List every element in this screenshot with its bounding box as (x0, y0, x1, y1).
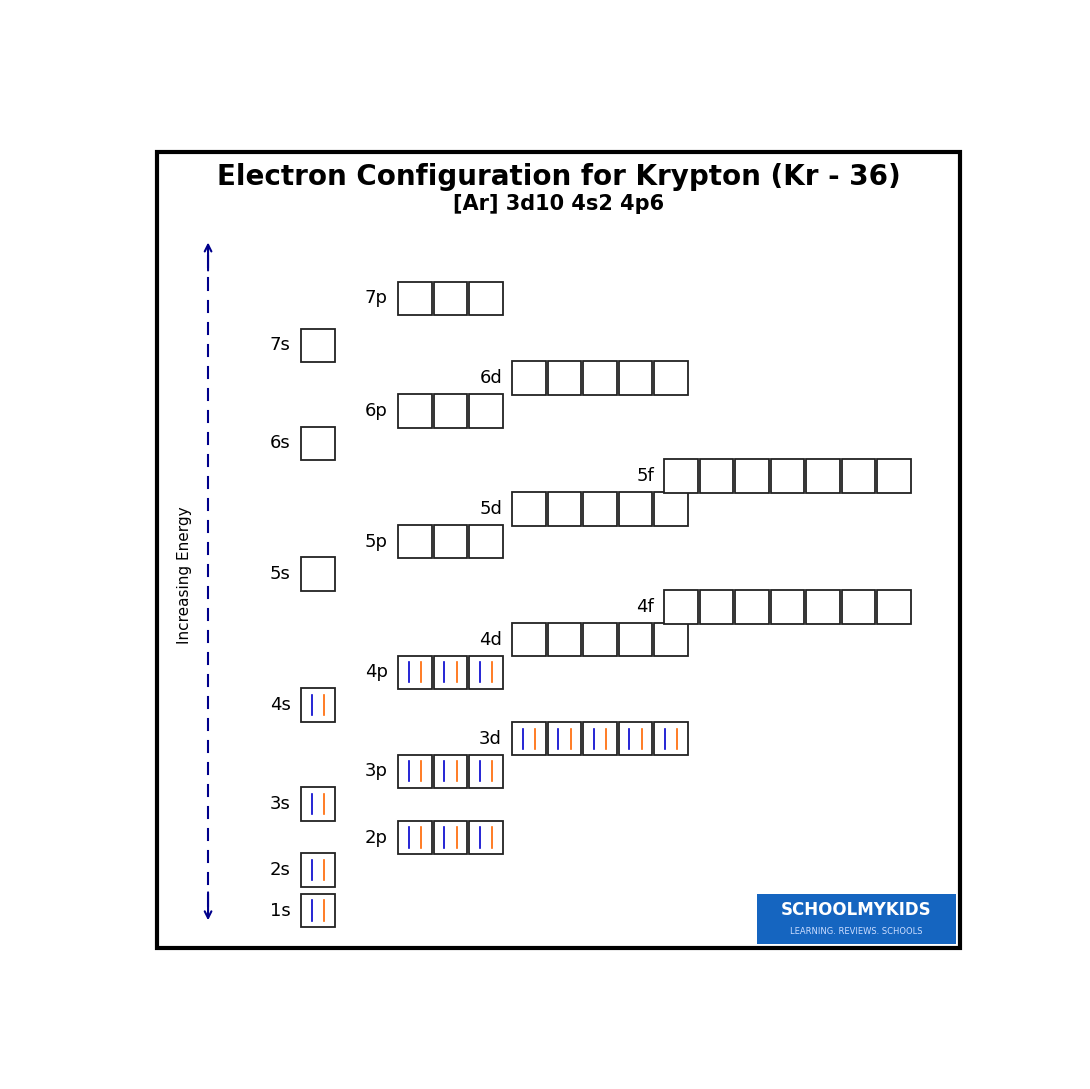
Bar (469, 821, 502, 855)
Text: 3d: 3d (480, 730, 502, 748)
Bar (512, 362, 546, 395)
Text: 2p: 2p (365, 829, 388, 846)
Bar (301, 854, 335, 888)
Bar (583, 623, 617, 657)
Bar (619, 492, 653, 526)
Text: 7s: 7s (270, 337, 291, 354)
Bar (512, 623, 546, 657)
Bar (398, 755, 432, 788)
Bar (434, 525, 468, 559)
Bar (654, 492, 688, 526)
Bar (664, 590, 698, 624)
Bar (301, 688, 335, 722)
Bar (469, 525, 502, 559)
Bar (547, 722, 581, 756)
Bar (583, 362, 617, 395)
Bar (807, 590, 840, 624)
Bar (434, 394, 468, 428)
Bar (877, 590, 911, 624)
Text: 6d: 6d (480, 369, 502, 387)
Bar (301, 558, 335, 591)
Bar (434, 755, 468, 788)
Bar (654, 623, 688, 657)
Bar (434, 656, 468, 689)
Bar (807, 460, 840, 493)
Text: Electron Configuration for Krypton (Kr - 36): Electron Configuration for Krypton (Kr -… (217, 162, 900, 191)
Text: 2s: 2s (270, 861, 291, 879)
Bar (434, 282, 468, 315)
Bar (301, 894, 335, 928)
Text: 3s: 3s (270, 795, 291, 813)
Bar (771, 460, 804, 493)
Bar (512, 492, 546, 526)
Bar (469, 394, 502, 428)
Bar (583, 722, 617, 756)
Bar (301, 427, 335, 461)
Text: 3p: 3p (365, 762, 388, 781)
Text: 6p: 6p (365, 402, 388, 419)
Bar (735, 460, 768, 493)
Text: [Ar] 3d10 4s2 4p6: [Ar] 3d10 4s2 4p6 (453, 194, 664, 213)
Text: LEARNING. REVIEWS. SCHOOLS: LEARNING. REVIEWS. SCHOOLS (790, 927, 922, 935)
Bar (758, 894, 956, 944)
Bar (469, 755, 502, 788)
Bar (841, 590, 875, 624)
Bar (619, 722, 653, 756)
Text: 4s: 4s (270, 696, 291, 714)
Bar (700, 590, 734, 624)
Bar (619, 362, 653, 395)
Text: 5f: 5f (637, 467, 654, 486)
Text: 5s: 5s (270, 565, 291, 584)
Bar (547, 492, 581, 526)
Text: 4d: 4d (480, 631, 502, 649)
Bar (398, 821, 432, 855)
Bar (469, 656, 502, 689)
Text: 1s: 1s (270, 902, 291, 919)
Bar (654, 722, 688, 756)
Bar (735, 590, 768, 624)
Bar (301, 329, 335, 363)
Bar (434, 821, 468, 855)
Bar (398, 282, 432, 315)
Text: SCHOOLMYKIDS: SCHOOLMYKIDS (782, 902, 932, 919)
Bar (469, 282, 502, 315)
Text: 4f: 4f (637, 598, 654, 616)
Text: 4p: 4p (365, 663, 388, 682)
Text: 7p: 7p (365, 290, 388, 307)
Bar (512, 722, 546, 756)
Text: 6s: 6s (270, 435, 291, 452)
Bar (654, 362, 688, 395)
Bar (700, 460, 734, 493)
Bar (398, 656, 432, 689)
Bar (664, 460, 698, 493)
Bar (877, 460, 911, 493)
Bar (398, 394, 432, 428)
Bar (301, 787, 335, 821)
Bar (619, 623, 653, 657)
Bar (547, 623, 581, 657)
Text: 5p: 5p (365, 533, 388, 551)
Bar (771, 590, 804, 624)
Bar (547, 362, 581, 395)
Bar (398, 525, 432, 559)
Bar (583, 492, 617, 526)
Text: Increasing Energy: Increasing Energy (177, 506, 192, 644)
Text: 5d: 5d (480, 500, 502, 518)
Bar (841, 460, 875, 493)
